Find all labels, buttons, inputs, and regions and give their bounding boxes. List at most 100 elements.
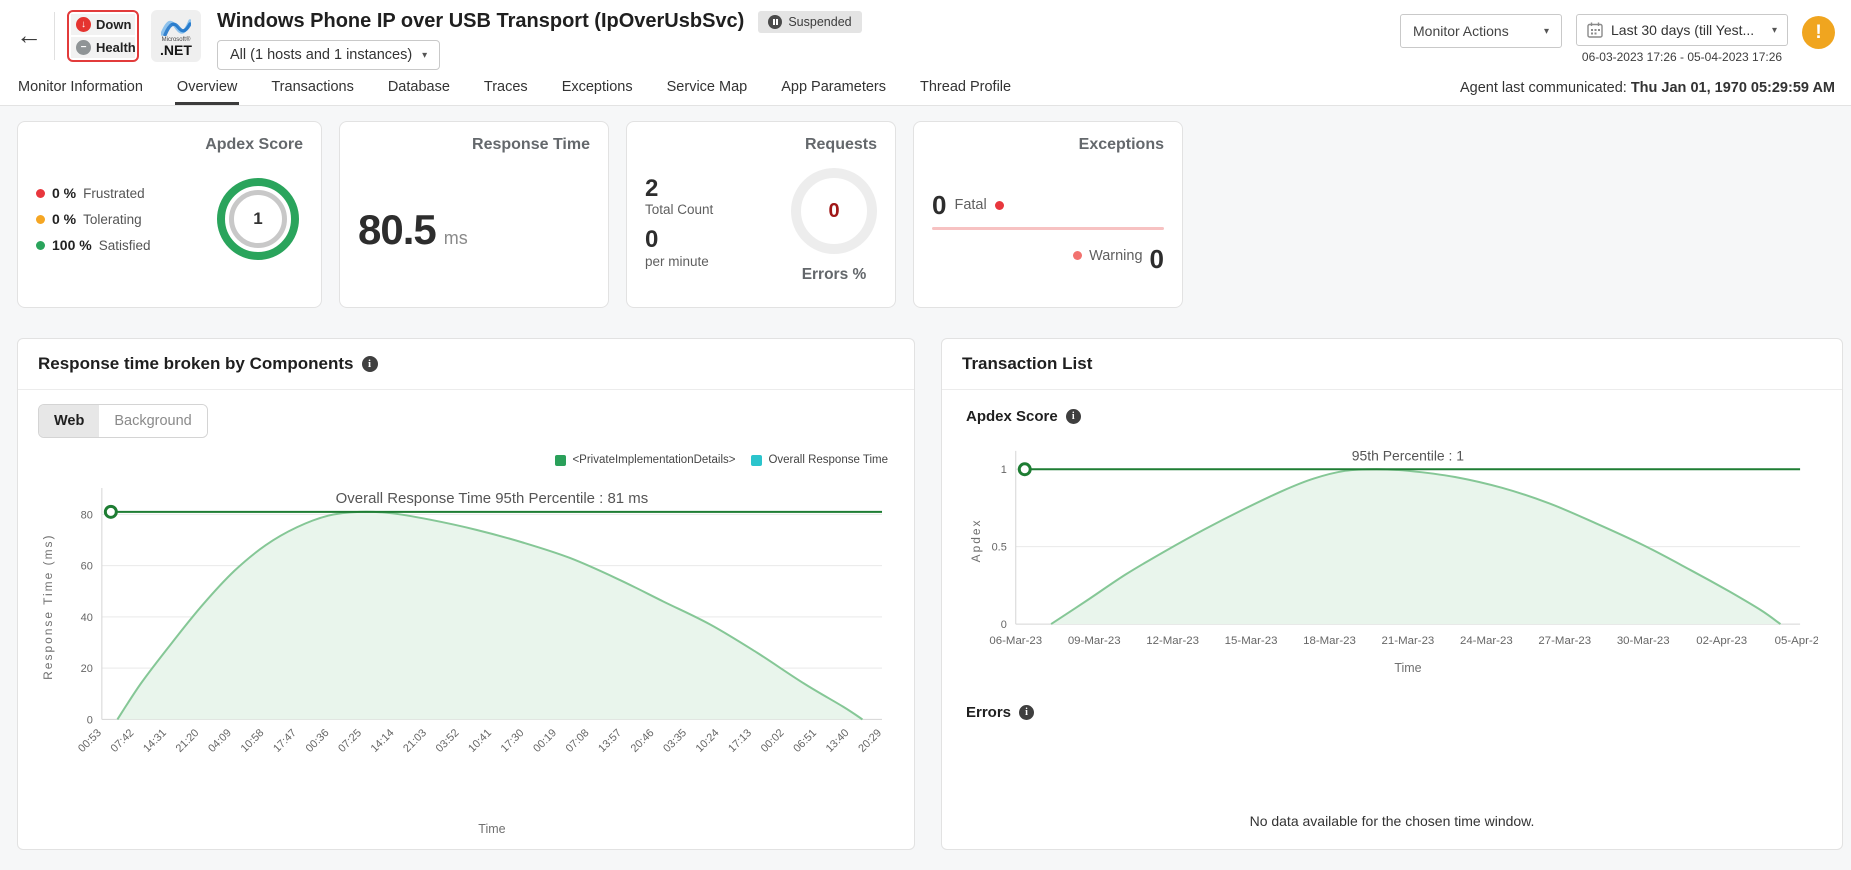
svg-text:00:19: 00:19	[531, 727, 559, 755]
card-title: Apdex Score	[205, 136, 303, 153]
main-content: Apdex Score 0 % Frustrated 0 % Toleratin…	[0, 106, 1851, 850]
fatal-dot-icon	[994, 200, 1004, 210]
transaction-list-panel: Transaction List Apdex Score i 0 0.5 1 06-M…	[941, 338, 1843, 850]
svg-text:13:57: 13:57	[596, 727, 624, 755]
svg-text:00:36: 00:36	[304, 727, 332, 755]
card-title: Response Time	[472, 136, 590, 153]
status-row-down: ↓ Down	[71, 14, 135, 35]
apdex-satisfied-row: 100 % Satisfied	[36, 237, 217, 253]
tab-bar: Monitor Information Overview Transaction…	[0, 73, 1851, 106]
svg-text:07:42: 07:42	[109, 727, 137, 755]
toggle-web-button[interactable]: Web	[39, 405, 100, 437]
chart-legend: <PrivateImplementationDetails> Overall R…	[38, 454, 888, 466]
tab-database[interactable]: Database	[387, 79, 450, 95]
svg-text:09-Mar-23: 09-Mar-23	[1068, 635, 1121, 647]
info-icon[interactable]: i	[361, 356, 378, 372]
fatal-underline	[932, 227, 1164, 230]
svg-text:Time: Time	[478, 822, 505, 836]
apdex-score-area-chart[interactable]: 0 0.5 1 06-Mar-23 09-Mar-23 12-Mar-23 15-Mar-2…	[966, 429, 1818, 678]
apdex-tolerating-row: 0 % Tolerating	[36, 211, 217, 227]
satisfied-label: Satisfied	[98, 237, 151, 253]
warning-dot-icon	[1073, 251, 1083, 260]
down-arrow-icon: ↓	[76, 17, 91, 32]
date-range-detail: 06-03-2023 17:26 - 05-04-2023 17:26	[1581, 50, 1783, 64]
per-minute-label: per minute	[645, 253, 709, 269]
monitor-actions-label: Monitor Actions	[1413, 23, 1509, 39]
hosts-dropdown-value: All (1 hosts and 1 instances)	[230, 47, 413, 63]
back-button[interactable]: ←	[16, 20, 42, 50]
svg-text:0: 0	[1001, 619, 1007, 631]
svg-text:18-Mar-23: 18-Mar-23	[1303, 635, 1356, 647]
legend-item-overall-response-time[interactable]: Overall Response Time	[751, 454, 888, 466]
svg-text:13:40: 13:40	[824, 727, 852, 755]
svg-text:03:52: 03:52	[434, 727, 462, 755]
down-label: Down	[96, 17, 132, 32]
svg-text:00:53: 00:53	[76, 727, 104, 755]
svg-text:14:14: 14:14	[369, 727, 397, 755]
per-minute-value: 0	[645, 226, 659, 254]
monitor-status-badge[interactable]: ↓ Down − Health	[67, 10, 139, 62]
health-label: Health	[96, 40, 136, 55]
tab-app-parameters[interactable]: App Parameters	[781, 79, 886, 95]
total-count-value: 2	[645, 175, 659, 202]
suspended-status-badge: Suspended	[758, 10, 862, 33]
top-header: ← ↓ Down − Health Microsoft® .NET Window…	[0, 0, 1851, 73]
svg-text:07:25: 07:25	[336, 727, 364, 755]
logo-brand-text: Microsoft®	[161, 36, 191, 43]
legend-label: Overall Response Time	[768, 454, 888, 466]
no-data-message: No data available for the chosen time wi…	[1249, 812, 1535, 829]
svg-text:10:58: 10:58	[239, 727, 267, 755]
tab-traces[interactable]: Traces	[483, 79, 528, 95]
legend-item-private-implementation-details[interactable]: <PrivateImplementationDetails>	[555, 454, 735, 466]
svg-text:04:09: 04:09	[206, 727, 234, 755]
toggle-background-button[interactable]: Background	[99, 405, 207, 437]
svg-text:06-Mar-23: 06-Mar-23	[989, 635, 1042, 647]
svg-text:12-Mar-23: 12-Mar-23	[1146, 635, 1199, 647]
panel-title: Transaction List	[962, 354, 1093, 373]
svg-text:15-Mar-23: 15-Mar-23	[1225, 635, 1278, 647]
response-time-area-chart[interactable]: 0 20 40 60 80 00:53 07:42 14:31 21:20 04:09 10:58 1…	[38, 468, 894, 839]
tolerating-dot-icon	[36, 214, 45, 224]
tolerating-label: Tolerating	[83, 211, 142, 227]
satisfied-dot-icon	[36, 240, 45, 250]
time-period-dropdown[interactable]: Last 30 days (till Yest... ▾	[1576, 14, 1788, 46]
svg-text:21:03: 21:03	[401, 727, 429, 755]
svg-text:02-Apr-23: 02-Apr-23	[1696, 635, 1747, 647]
metric-cards-row: Apdex Score 0 % Frustrated 0 % Toleratin…	[17, 121, 1843, 308]
info-icon[interactable]: i	[1019, 704, 1035, 720]
fatal-value: 0	[932, 190, 947, 220]
apdex-frustrated-row: 0 % Frustrated	[36, 185, 217, 201]
svg-text:06:51: 06:51	[791, 727, 819, 755]
calendar-icon	[1587, 22, 1603, 38]
svg-text:20:29: 20:29	[856, 727, 884, 755]
hosts-instances-dropdown[interactable]: All (1 hosts and 1 instances) ▾	[217, 40, 441, 70]
exceptions-card: Exceptions 0 Fatal Warning 0	[913, 121, 1183, 308]
svg-text:20:46: 20:46	[629, 727, 657, 755]
monitor-actions-dropdown[interactable]: Monitor Actions ▾	[1400, 14, 1562, 48]
tab-overview[interactable]: Overview	[174, 73, 240, 105]
time-period-value: Last 30 days (till Yest...	[1611, 22, 1755, 38]
svg-text:80: 80	[81, 509, 93, 521]
tab-monitor-information[interactable]: Monitor Information	[18, 79, 143, 95]
svg-text:40: 40	[81, 612, 93, 624]
warning-value: 0	[1149, 244, 1164, 274]
svg-text:95th Percentile : 1: 95th Percentile : 1	[1352, 447, 1464, 463]
tab-thread-profile[interactable]: Thread Profile	[920, 79, 1012, 95]
tab-transactions[interactable]: Transactions	[271, 79, 354, 95]
fatal-label: Fatal	[954, 197, 987, 213]
divider	[54, 12, 55, 60]
info-icon[interactable]: i	[1065, 409, 1081, 424]
tab-exceptions[interactable]: Exceptions	[561, 79, 633, 95]
satisfied-value: 100 %	[52, 237, 92, 253]
agent-label: Agent last communicated:	[1459, 80, 1627, 96]
alert-warning-icon[interactable]: !	[1802, 16, 1835, 49]
frustrated-value: 0 %	[52, 185, 77, 201]
logo-product-text: .NET	[160, 41, 192, 58]
svg-text:Time: Time	[1394, 661, 1421, 675]
tab-service-map[interactable]: Service Map	[666, 79, 748, 95]
chevron-down-icon: ▾	[1543, 25, 1549, 37]
svg-text:Overall Response Time 95th Per: Overall Response Time 95th Percentile : …	[336, 490, 649, 507]
errors-percent-gauge: 0	[791, 168, 877, 254]
response-time-components-panel: Response time broken by Components i Web…	[17, 338, 915, 850]
apdex-chart-title: Apdex Score	[966, 408, 1058, 425]
